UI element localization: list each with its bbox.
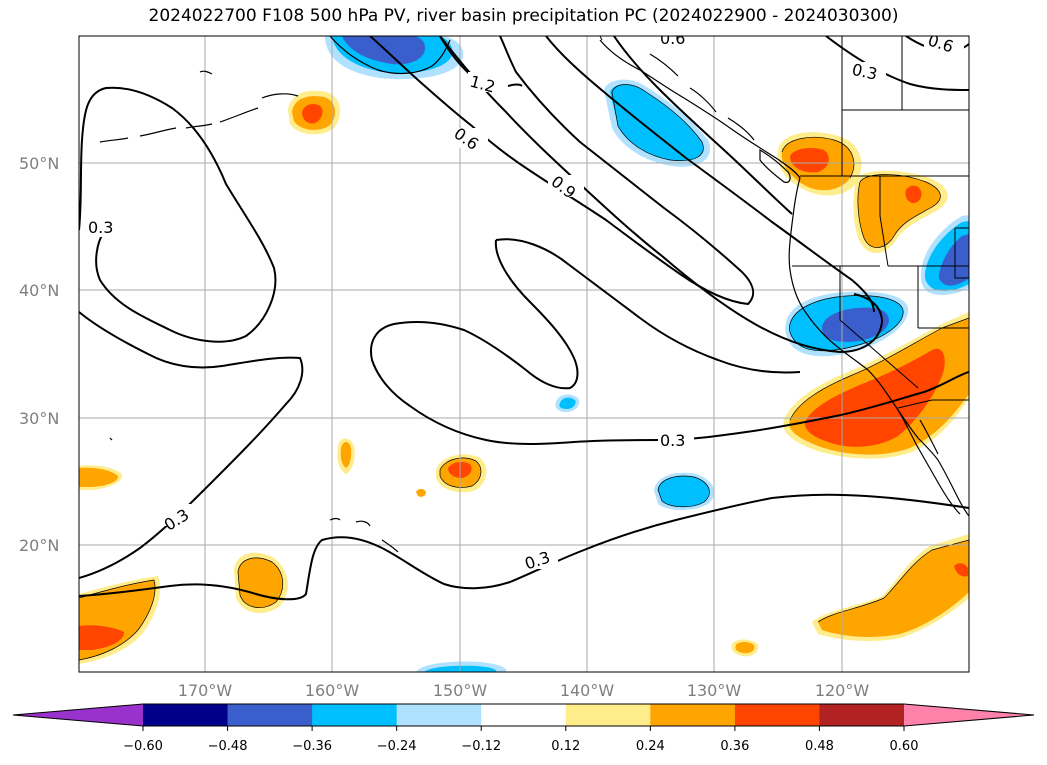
anomaly-west-edge xyxy=(79,465,123,490)
contour-label: 0.6 xyxy=(660,29,685,48)
lon-label: 140°W xyxy=(560,681,615,700)
colorbar: −0.60 −0.48 −0.36 −0.24 −0.12 0.12 0.24 0.36 0.4… xyxy=(12,703,1035,754)
colorbar-tick-label: −0.36 xyxy=(292,739,332,754)
anomaly-small-orange xyxy=(731,639,759,657)
colorbar-segment xyxy=(734,704,820,726)
anomaly-idaho xyxy=(853,170,948,254)
precip-shading xyxy=(79,36,969,672)
colorbar-tick-label: 0.48 xyxy=(805,739,834,754)
pv-contours xyxy=(79,36,969,601)
colorbar-tick-label: −0.48 xyxy=(208,739,248,754)
anomaly-southeast xyxy=(812,534,969,641)
colorbar-extension-low xyxy=(13,704,143,726)
lat-label: 40°N xyxy=(19,281,59,300)
colorbar-segment xyxy=(396,704,482,726)
latitude-labels: 50°N 40°N 30°N 20°N xyxy=(19,154,59,555)
coastlines xyxy=(99,36,969,553)
contour-label: 0.3 xyxy=(88,218,113,237)
colorbar-segment xyxy=(481,704,567,726)
colorbar-tick-label: −0.60 xyxy=(123,739,163,754)
lon-label: 120°W xyxy=(815,681,870,700)
anomaly-southwest xyxy=(79,576,161,664)
colorbar-tick-label: −0.12 xyxy=(461,739,501,754)
colorbar-tick-label: −0.24 xyxy=(377,739,417,754)
map-content: 0.3 0.6 1.2 0.9 0.3 0.3 0.3 0.3 0.6 0.6 xyxy=(79,29,969,672)
colorbar-tick-label: 0.60 xyxy=(890,739,919,754)
contour-label: 0.3 xyxy=(660,431,685,450)
colorbar-tick-label: 0.36 xyxy=(720,739,749,754)
anomaly-mid-blue xyxy=(654,472,715,510)
contour-label: 0.3 xyxy=(850,60,879,84)
lat-label: 30°N xyxy=(19,409,59,428)
colorbar-ticks: −0.60 −0.48 −0.36 −0.24 −0.12 0.12 0.24 0.36 0.4… xyxy=(123,726,918,754)
borders xyxy=(599,36,969,409)
anomaly-socal xyxy=(783,312,969,459)
anomaly-bc xyxy=(604,79,711,167)
colorbar-extension-high xyxy=(904,704,1034,726)
lon-label: 150°W xyxy=(433,681,488,700)
colorbar-tick-label: 0.12 xyxy=(551,739,580,754)
lat-label: 20°N xyxy=(19,536,59,555)
contour-labels: 0.3 0.6 1.2 0.9 0.3 0.3 0.3 0.3 0.6 0.6 xyxy=(84,29,964,573)
longitude-labels: 170°W 160°W 150°W 140°W 130°W 120°W xyxy=(178,681,870,700)
lon-label: 160°W xyxy=(305,681,360,700)
colorbar-segment xyxy=(227,704,313,726)
map-title: 2024022700 F108 500 hPa PV, river basin … xyxy=(148,6,899,26)
colorbar-segments xyxy=(13,704,1034,726)
lon-label: 170°W xyxy=(178,681,233,700)
anomaly-small-blue xyxy=(555,394,580,412)
colorbar-segment xyxy=(565,704,651,726)
map-frame xyxy=(78,35,970,673)
anomaly-pnw xyxy=(777,132,862,196)
colorbar-segment xyxy=(143,704,229,726)
colorbar-segment xyxy=(312,704,398,726)
anomaly-colorado xyxy=(920,215,969,295)
shading-outlines xyxy=(79,84,969,661)
lon-label: 130°W xyxy=(687,681,742,700)
anomaly-goa xyxy=(288,90,341,135)
colorbar-segment xyxy=(650,704,736,726)
lat-label: 50°N xyxy=(19,154,59,173)
colorbar-segment xyxy=(819,704,905,726)
colorbar-tick-label: 0.24 xyxy=(636,739,665,754)
